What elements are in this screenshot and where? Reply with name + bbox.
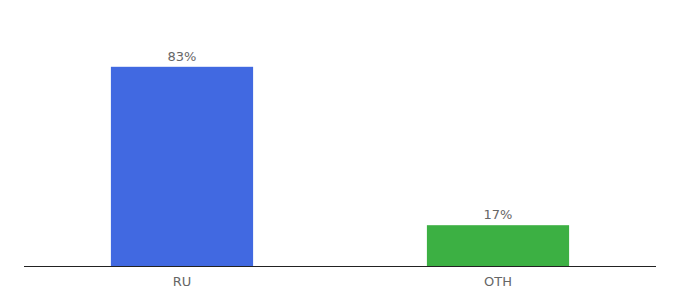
x-axis-line: [24, 266, 656, 267]
data-label: 17%: [484, 207, 513, 222]
data-label: 83%: [168, 49, 197, 64]
bar: [427, 225, 569, 266]
x-tick-label: RU: [173, 274, 192, 289]
bar: [111, 67, 253, 266]
bars: [111, 67, 569, 266]
x-tick-label: OTH: [484, 274, 512, 289]
chart-container: 83% 17% RU OTH: [0, 0, 680, 300]
chart-svg: 83% 17% RU OTH: [0, 0, 680, 300]
